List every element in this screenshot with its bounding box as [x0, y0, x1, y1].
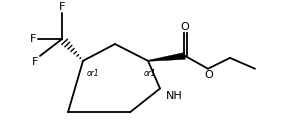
- Text: O: O: [205, 70, 213, 80]
- Polygon shape: [148, 53, 185, 61]
- Text: or1: or1: [144, 69, 157, 78]
- Text: F: F: [59, 2, 65, 12]
- Text: F: F: [30, 34, 36, 44]
- Text: NH: NH: [166, 91, 183, 101]
- Text: or1: or1: [87, 69, 100, 78]
- Text: O: O: [181, 22, 190, 32]
- Text: F: F: [32, 57, 38, 67]
